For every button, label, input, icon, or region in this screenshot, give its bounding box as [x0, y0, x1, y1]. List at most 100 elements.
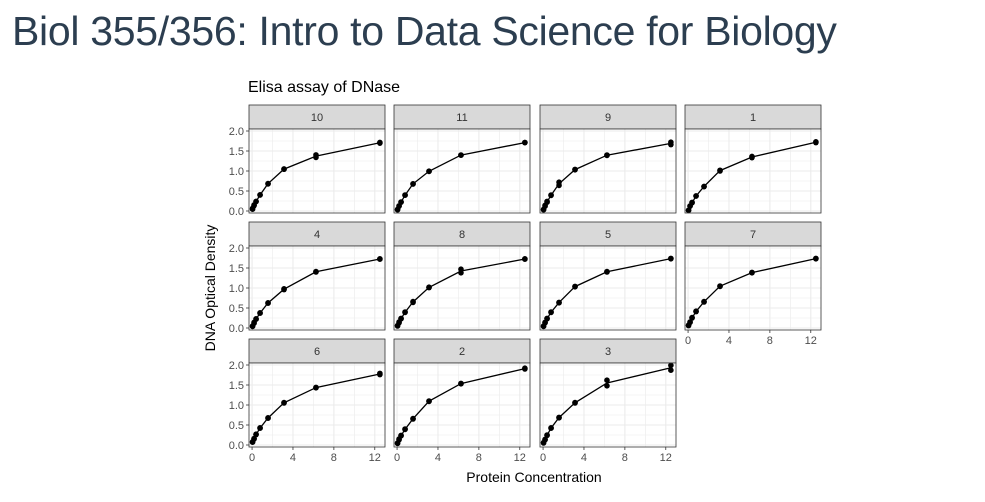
- data-point: [257, 192, 263, 198]
- data-point: [544, 432, 550, 438]
- x-tick-label: 12: [660, 452, 672, 464]
- y-tick-label: 2.0: [229, 360, 244, 372]
- x-axis-label: Protein Concentration: [466, 469, 601, 485]
- facet-strip: [684, 221, 822, 247]
- data-point: [604, 377, 610, 384]
- facet-strip-label: 8: [459, 229, 465, 241]
- facet-panel: 7 0 4 8 12: [684, 221, 822, 347]
- data-point: [426, 168, 432, 174]
- data-point: [813, 255, 819, 262]
- facet-strip: [684, 104, 822, 130]
- data-point: [548, 425, 554, 431]
- facet-panel: 5: [539, 221, 677, 331]
- data-point: [377, 139, 383, 146]
- facet-strip-label: 1: [750, 112, 756, 124]
- facet-strip-label: 6: [314, 346, 320, 358]
- y-tick-label: 0.5: [229, 186, 244, 198]
- x-tick-label: 4: [726, 335, 732, 347]
- data-point: [544, 315, 550, 322]
- facet-strip: [393, 104, 531, 130]
- data-point: [701, 298, 707, 305]
- facet-strip-label: 9: [605, 112, 611, 124]
- data-point: [281, 286, 287, 292]
- x-tick-label: 12: [369, 452, 381, 464]
- data-point: [377, 370, 383, 377]
- data-point: [265, 300, 271, 306]
- facet-strip: [539, 221, 677, 247]
- facet-panel: 4 0.0 0.5 1.0 1.5 2.0: [229, 221, 386, 335]
- y-tick-label: 1.0: [229, 400, 244, 412]
- x-tick-label: 12: [514, 452, 526, 464]
- facet-panel: 10 0.0 0.5 1.0 1.5 2.0: [229, 104, 386, 218]
- x-tick-label: 4: [290, 452, 296, 464]
- data-point: [281, 399, 287, 406]
- data-point: [426, 284, 432, 291]
- data-point: [257, 425, 263, 431]
- facet-strip: [393, 221, 531, 247]
- y-axis-label: DNA Optical Density: [202, 225, 218, 352]
- data-point: [398, 199, 404, 205]
- y-tick-label: 1.0: [229, 166, 244, 178]
- data-point: [458, 152, 464, 158]
- panel-border: [684, 245, 822, 331]
- data-point: [689, 199, 695, 206]
- data-point: [313, 384, 319, 391]
- x-tick-label: 4: [435, 452, 441, 464]
- data-point: [265, 180, 271, 187]
- panel-border: [393, 245, 531, 331]
- panel-border: [393, 362, 531, 448]
- facet-panels: 10 0.0 0.5 1.0 1.5 2.0 11 9 1 4 0.0 0.5 1.0 1.5 2.0 8 5 7…: [229, 104, 822, 464]
- data-point: [265, 415, 271, 421]
- x-tick-label: 8: [331, 452, 337, 464]
- x-tick-label: 0: [685, 335, 691, 347]
- facet-strip-label: 2: [459, 346, 465, 358]
- data-point: [749, 153, 755, 160]
- facet-strip: [539, 338, 677, 364]
- panel-border: [393, 128, 531, 214]
- data-point: [668, 362, 674, 369]
- data-point: [522, 139, 528, 146]
- y-tick-label: 2.0: [229, 243, 244, 255]
- data-point: [604, 383, 610, 389]
- x-tick-label: 8: [476, 452, 482, 464]
- data-point: [572, 399, 578, 406]
- data-point: [572, 166, 578, 173]
- x-tick-label: 12: [805, 335, 817, 347]
- facet-strip-label: 4: [314, 229, 320, 241]
- y-tick-label: 2.0: [229, 126, 244, 138]
- data-point: [556, 179, 562, 185]
- facet-panel: 9: [539, 104, 677, 214]
- data-point: [410, 415, 416, 422]
- panel-border: [539, 245, 677, 331]
- panel-border: [539, 128, 677, 214]
- facet-strip-label: 3: [605, 346, 611, 358]
- panel-border: [539, 362, 677, 448]
- facet-strip-label: 5: [605, 229, 611, 241]
- data-point: [693, 193, 699, 199]
- x-tick-label: 0: [540, 452, 546, 464]
- data-point: [548, 309, 554, 315]
- data-point: [426, 398, 432, 404]
- y-tick-label: 0.5: [229, 420, 244, 432]
- y-tick-label: 0.0: [229, 206, 244, 218]
- data-point: [693, 308, 699, 315]
- chart-title: Elisa assay of DNase: [248, 79, 400, 96]
- data-point: [402, 426, 408, 432]
- data-point: [701, 183, 707, 190]
- data-point: [522, 255, 528, 262]
- facet-panel: 8: [393, 221, 531, 331]
- data-point: [253, 198, 259, 205]
- data-point: [604, 152, 610, 158]
- facet-strip: [248, 104, 386, 130]
- data-point: [402, 192, 408, 198]
- data-point: [458, 266, 464, 273]
- data-point: [668, 139, 674, 145]
- y-tick-label: 1.5: [229, 380, 244, 392]
- data-point: [813, 139, 819, 146]
- x-tick-label: 8: [622, 452, 628, 464]
- y-tick-label: 0.0: [229, 440, 244, 452]
- data-point: [313, 268, 319, 275]
- x-tick-label: 0: [394, 452, 400, 464]
- data-point: [668, 367, 674, 374]
